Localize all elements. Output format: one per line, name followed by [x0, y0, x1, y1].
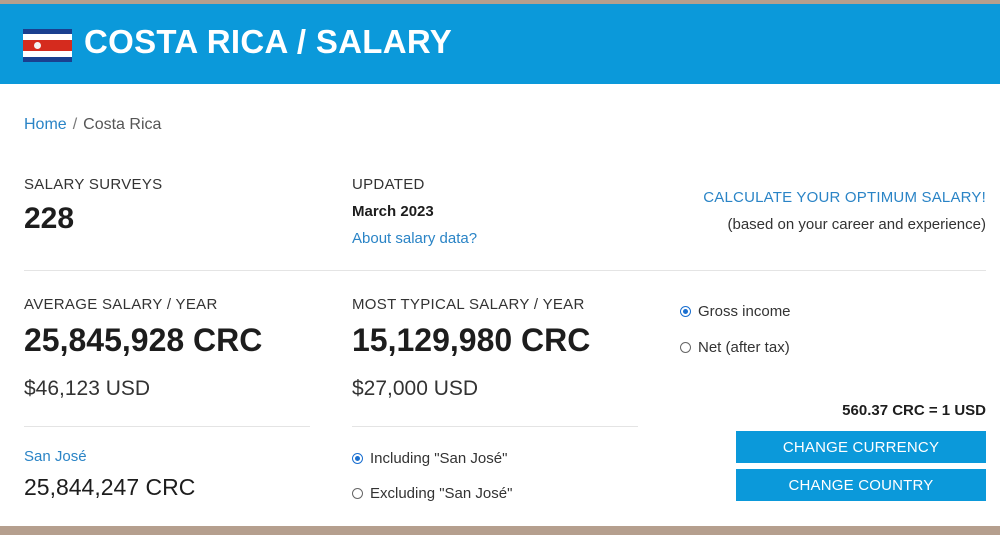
average-divider: [24, 426, 310, 427]
updated-value: March 2023: [352, 203, 434, 220]
salary-surveys-value: 228: [24, 202, 75, 235]
updated-label: UPDATED: [352, 176, 425, 193]
excluding-city-label: Excluding "San José": [370, 485, 513, 502]
typical-salary-usd: $27,000 USD: [352, 377, 479, 400]
radio-selected-icon: [352, 453, 363, 464]
gross-income-radio[interactable]: Gross income: [680, 303, 791, 320]
net-income-label: Net (after tax): [698, 339, 790, 356]
page-title: COSTA RICA / SALARY: [84, 23, 453, 60]
breadcrumb-current: Costa Rica: [83, 116, 162, 133]
typical-salary-label: MOST TYPICAL SALARY / YEAR: [352, 296, 585, 313]
city-salary-value: 25,844,247 CRC: [24, 474, 196, 500]
average-salary-usd: $46,123 USD: [24, 377, 151, 400]
optimum-salary-note: (based on your career and experience): [727, 216, 987, 233]
page-header: COSTA RICA / SALARY: [0, 4, 1000, 84]
including-city-label: Including "San José": [370, 450, 508, 467]
average-salary-crc: 25,845,928 CRC: [24, 322, 263, 358]
about-salary-data-link[interactable]: About salary data?: [352, 230, 478, 247]
section-divider: [24, 270, 986, 271]
net-income-radio[interactable]: Net (after tax): [680, 339, 790, 356]
radio-unselected-icon: [680, 342, 691, 353]
typical-salary-crc: 15,129,980 CRC: [352, 322, 591, 358]
typical-divider: [352, 426, 638, 427]
calculate-optimum-salary-link[interactable]: CALCULATE YOUR OPTIMUM SALARY!: [703, 189, 986, 206]
costa-rica-flag-icon: [23, 29, 72, 62]
gross-income-label: Gross income: [698, 303, 791, 320]
salary-surveys-label: SALARY SURVEYS: [24, 176, 163, 193]
radio-selected-icon: [680, 306, 691, 317]
average-salary-label: AVERAGE SALARY / YEAR: [24, 296, 218, 313]
excluding-city-radio[interactable]: Excluding "San José": [352, 485, 512, 502]
change-currency-button[interactable]: CHANGE CURRENCY: [736, 431, 986, 463]
including-city-radio[interactable]: Including "San José": [352, 450, 507, 467]
exchange-rate: 560.37 CRC = 1 USD: [842, 402, 986, 419]
breadcrumb: Home / Costa Rica: [24, 116, 161, 134]
radio-unselected-icon: [352, 488, 363, 499]
breadcrumb-home-link[interactable]: Home: [24, 116, 67, 133]
breadcrumb-separator: /: [72, 116, 78, 133]
change-country-button[interactable]: CHANGE COUNTRY: [736, 469, 986, 501]
city-link[interactable]: San José: [24, 448, 87, 465]
